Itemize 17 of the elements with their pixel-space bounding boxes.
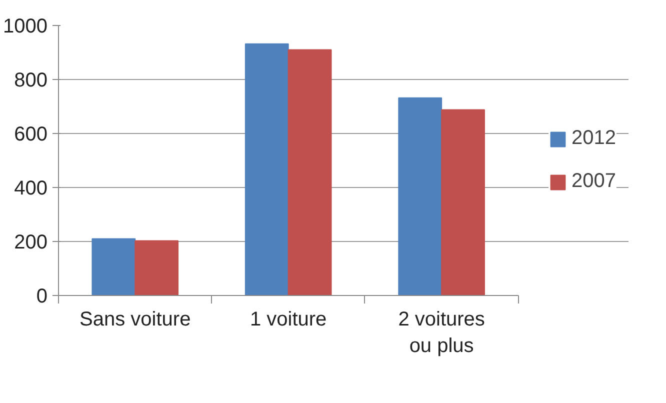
x-tick-label: Sans voiture bbox=[80, 308, 191, 330]
y-tick-label: 1000 bbox=[3, 16, 48, 38]
legend-label: 2012 bbox=[572, 127, 616, 150]
bar bbox=[288, 49, 332, 296]
x-tick-label: 2 voitures ou plus bbox=[398, 308, 485, 357]
bar bbox=[244, 43, 289, 296]
bar bbox=[398, 97, 442, 296]
x-tick-label: 1 voiture bbox=[250, 308, 327, 330]
bar bbox=[134, 240, 179, 296]
legend-label: 2007 bbox=[572, 170, 616, 193]
y-tick-label: 0 bbox=[36, 286, 48, 308]
bar bbox=[92, 238, 136, 296]
y-tick-label: 800 bbox=[14, 70, 48, 92]
y-tick-label: 200 bbox=[14, 232, 48, 254]
bar bbox=[441, 109, 485, 296]
y-tick-label: 600 bbox=[14, 124, 48, 146]
y-tick-label: 400 bbox=[14, 178, 48, 200]
